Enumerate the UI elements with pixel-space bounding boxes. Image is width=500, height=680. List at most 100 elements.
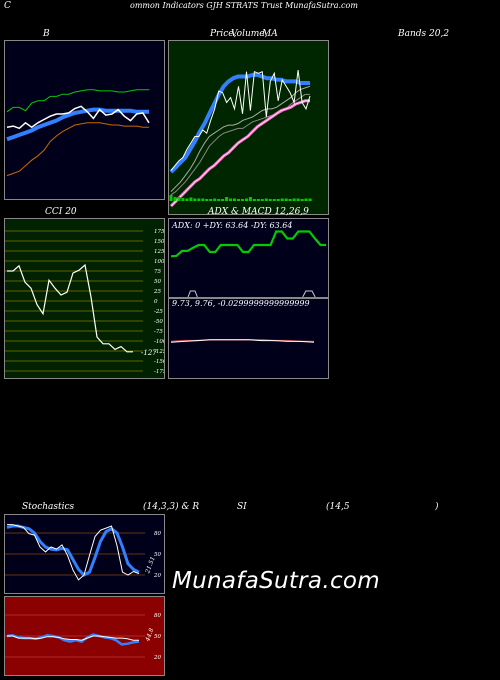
volume-bar — [264, 198, 268, 201]
adx-bump — [302, 290, 316, 297]
macd-chart — [170, 339, 315, 343]
bollinger-chart — [6, 89, 150, 177]
rsi-tick-label: 20 — [153, 655, 161, 661]
ma-grey-upper — [170, 85, 311, 192]
cci-tick-label: 175 — [154, 229, 164, 235]
volume-bar — [189, 197, 193, 201]
macd-line — [170, 339, 315, 343]
macd-readout: 9.73, 9.76, -0.0299999999999999 — [172, 299, 310, 308]
volume-bar — [308, 198, 312, 201]
volume-bar — [272, 199, 276, 201]
volume-bar — [237, 199, 240, 201]
cci-label: CCI 20 — [45, 207, 77, 217]
volume-bar — [205, 199, 209, 201]
volume-bar — [292, 198, 296, 201]
volume-bar — [241, 199, 244, 201]
bollinger-upper-band — [6, 89, 149, 113]
price-chart — [169, 70, 312, 208]
rsi-label: SI — [237, 502, 247, 512]
cci-panel: 175 150 125 100 75 50 25 0 -25 -50 -75 -100 -125 -150… — [4, 218, 165, 379]
cci-tick-label: 25 — [153, 289, 161, 295]
volume-bar — [233, 198, 236, 201]
volume-bar — [209, 199, 213, 201]
bands-label: Bands 20,2 — [398, 29, 450, 39]
volume-bar — [221, 199, 225, 201]
volume-bar — [260, 199, 264, 201]
bollinger-lower-band — [6, 122, 149, 177]
cci-tick-label: -125 — [154, 349, 164, 355]
rsi-chart: 80 50 20 44.8 — [5, 613, 161, 661]
volume-bar — [288, 199, 292, 201]
rsi-tick-label: 80 — [154, 613, 161, 619]
rsi-params: (14,5 — [326, 502, 350, 512]
stochastics-d-line — [6, 524, 140, 577]
volume-bar — [280, 198, 284, 201]
cci-chart: 175 150 125 100 75 50 25 0 -25 -50 -75 -100 -125 -150… — [5, 229, 164, 375]
cci-tick-label: 75 — [154, 269, 161, 275]
volume-bar — [245, 198, 248, 201]
adx-macd-title: ADX & MACD 12,26,9 — [208, 207, 309, 217]
volume-bar — [268, 199, 272, 201]
volume-bar — [177, 197, 181, 201]
cci-tick-label: -50 — [154, 319, 163, 325]
volume-bar — [193, 198, 197, 201]
rsi-params-close: ) — [435, 502, 439, 512]
stochastics-params: (14,3,3) & R — [143, 502, 200, 512]
adx-plus-dy-line — [170, 230, 326, 258]
ma-blue-line — [169, 72, 310, 174]
cci-line — [7, 263, 133, 353]
macd-panel: 9.73, 9.76, -0.0299999999999999 — [168, 298, 329, 379]
cci-tick-label: -150 — [154, 359, 164, 365]
volume-bar — [169, 195, 173, 201]
rsi-value: 44.8 — [144, 627, 156, 643]
cci-last-value: -127 — [141, 349, 157, 357]
header-left-letter: C — [4, 1, 11, 11]
cci-tick-label: 100 — [154, 259, 164, 265]
adx-bump — [187, 290, 198, 297]
stochastics-k-line — [7, 524, 140, 581]
cci-tick-label: -175 — [154, 369, 164, 375]
bollinger-middle-band — [6, 107, 149, 142]
price-line — [170, 70, 311, 171]
rsi-tick-label: 50 — [154, 634, 161, 640]
rsi-panel: 80 50 20 44.8 — [4, 596, 165, 676]
volume-bar — [213, 198, 217, 201]
volume-bar — [284, 198, 288, 201]
volume-bar — [300, 199, 304, 201]
volume-bar — [304, 198, 308, 201]
volume-bar — [197, 198, 201, 201]
adx-chart — [170, 230, 326, 297]
volume-bar — [185, 198, 189, 201]
stochastics-panel: 80 50 20 21.51 — [4, 514, 165, 594]
volume-bar — [225, 197, 229, 201]
cci-tick-label: 125 — [154, 249, 164, 255]
volume-bar — [173, 197, 177, 201]
adx-panel: ADX: 0 +DY: 63.64 -DY: 63.64 — [168, 218, 329, 298]
ma-pink-line — [169, 99, 310, 208]
volume-bar — [229, 198, 233, 201]
volume-bar — [256, 199, 260, 201]
volume-bar — [248, 197, 252, 201]
volume-bar — [201, 198, 205, 201]
volume-bar — [181, 198, 185, 201]
bollinger-price-line — [6, 105, 150, 130]
stochastics-label: Stochastics — [22, 502, 75, 512]
header-title: ommon Indicators GJH STRATS Trust Munafa… — [130, 1, 358, 10]
rsi-line — [7, 635, 139, 641]
cci-tick-label: -75 — [154, 329, 163, 335]
bollinger-label: B — [43, 29, 50, 39]
volume-bar — [276, 199, 280, 201]
adx-readout: ADX: 0 +DY: 63.64 -DY: 63.64 — [172, 221, 293, 230]
watermark: MunafaSutra.com — [172, 568, 380, 594]
bollinger-panel — [4, 40, 165, 200]
price-label: Price, — [210, 29, 237, 39]
cci-tick-label: -25 — [154, 309, 163, 315]
volume-bar — [296, 198, 300, 201]
cci-tick-label: 150 — [154, 239, 164, 245]
ma-pink-core — [170, 100, 310, 207]
cci-tick-label: -100 — [154, 339, 164, 345]
cci-tick-label: 0 — [154, 299, 158, 305]
cci-tick-label: 50 — [154, 279, 161, 285]
volume-bar — [252, 199, 256, 201]
